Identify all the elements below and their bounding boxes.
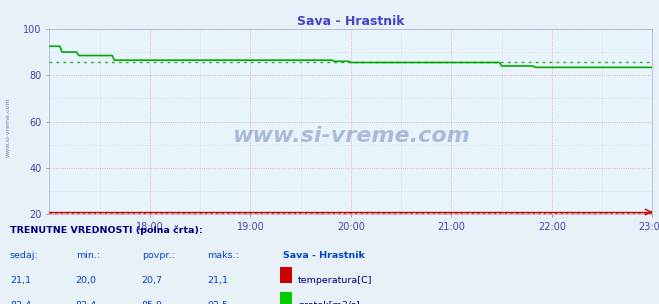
Text: min.:: min.:	[76, 251, 100, 260]
Title: Sava - Hrastnik: Sava - Hrastnik	[297, 15, 405, 28]
Text: 21,1: 21,1	[10, 276, 31, 285]
Text: 92,5: 92,5	[208, 301, 229, 304]
Text: www.si-vreme.com: www.si-vreme.com	[232, 126, 470, 147]
Text: povpr.:: povpr.:	[142, 251, 175, 260]
Text: 20,7: 20,7	[142, 276, 163, 285]
Text: pretok[m3/s]: pretok[m3/s]	[298, 301, 360, 304]
Text: 85,9: 85,9	[142, 301, 163, 304]
Text: sedaj:: sedaj:	[10, 251, 38, 260]
Text: temperatura[C]: temperatura[C]	[298, 276, 372, 285]
Text: maks.:: maks.:	[208, 251, 239, 260]
Text: 20,0: 20,0	[76, 276, 97, 285]
Text: 83,4: 83,4	[10, 301, 31, 304]
Text: Sava - Hrastnik: Sava - Hrastnik	[283, 251, 365, 260]
Text: 21,1: 21,1	[208, 276, 229, 285]
Text: www.si-vreme.com: www.si-vreme.com	[5, 98, 11, 157]
Text: TRENUTNE VREDNOSTI (polna črta):: TRENUTNE VREDNOSTI (polna črta):	[10, 226, 202, 235]
Bar	[280, 268, 292, 283]
Bar	[280, 292, 292, 304]
Text: 83,4: 83,4	[76, 301, 97, 304]
